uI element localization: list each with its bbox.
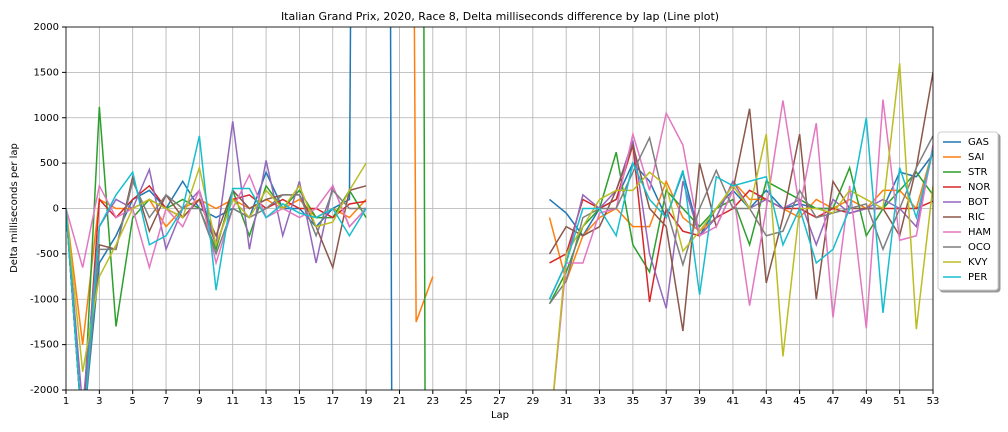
legend-label: RIC <box>968 212 985 223</box>
y-tick-label: 500 <box>40 158 59 169</box>
y-tick-label: -1000 <box>30 294 59 305</box>
y-tick-label: -2000 <box>30 385 59 396</box>
y-tick-label: 1500 <box>34 67 59 78</box>
x-tick-label: 39 <box>693 396 706 407</box>
x-tick-label: 29 <box>526 396 539 407</box>
x-tick-label: 49 <box>860 396 873 407</box>
x-tick-label: 45 <box>793 396 806 407</box>
series-line <box>66 63 933 390</box>
x-tick-label: 25 <box>460 396 473 407</box>
x-tick-label: 19 <box>360 396 373 407</box>
x-tick-label: 37 <box>660 396 673 407</box>
x-tick-label: 21 <box>393 396 406 407</box>
x-tick-label: 41 <box>727 396 740 407</box>
legend-label: STR <box>968 167 987 178</box>
series-line <box>66 135 933 390</box>
x-tick-label: 7 <box>163 396 169 407</box>
x-tick-label: 17 <box>326 396 339 407</box>
legend-label: BOT <box>968 197 990 208</box>
legend-label: HAM <box>968 227 991 238</box>
x-tick-label: 23 <box>426 396 439 407</box>
legend-label: SAI <box>968 152 984 163</box>
x-tick-label: 27 <box>493 396 506 407</box>
x-tick-label: 3 <box>96 396 102 407</box>
plot-lines <box>66 27 933 390</box>
chart-title: Italian Grand Prix, 2020, Race 8, Delta … <box>281 10 719 23</box>
legend-label: GAS <box>968 137 989 148</box>
legend-label: OCO <box>968 242 991 253</box>
x-tick-label: 35 <box>627 396 640 407</box>
y-tick-label: -500 <box>36 249 59 260</box>
x-tick-label: 15 <box>293 396 306 407</box>
series-line <box>66 99 933 390</box>
plot-frame <box>65 26 934 391</box>
x-tick-label: 53 <box>927 396 940 407</box>
x-tick-label: 5 <box>130 396 136 407</box>
x-tick-label: 11 <box>226 396 239 407</box>
legend-label: KVY <box>968 257 988 268</box>
legend: GAS SAI STR NOR BOT RIC HAM OCO KVY PER <box>937 131 999 291</box>
x-tick-label: 13 <box>260 396 273 407</box>
legend-label: PER <box>968 272 987 283</box>
x-tick-label: 51 <box>893 396 906 407</box>
y-tick-label: -1500 <box>30 340 59 351</box>
x-tick-label: 31 <box>560 396 573 407</box>
y-tick-label: 1000 <box>34 113 59 124</box>
y-tick-label: 0 <box>53 204 59 215</box>
x-tick-label: 47 <box>827 396 840 407</box>
y-tick-label: 2000 <box>34 22 59 33</box>
x-tick-label: 1 <box>63 396 69 407</box>
x-tick-label: 9 <box>196 396 202 407</box>
series-line <box>66 117 933 390</box>
x-tick-label: 43 <box>760 396 773 407</box>
x-tick-label: 33 <box>593 396 606 407</box>
y-axis-label: Delta milliseconds per lap <box>9 143 20 273</box>
legend-label: NOR <box>968 182 990 193</box>
x-axis-label: Lap <box>491 410 509 421</box>
